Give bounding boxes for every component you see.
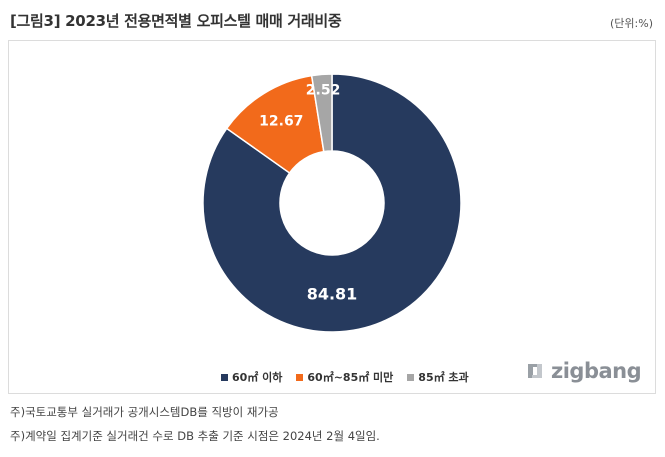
data-label-1: 84.81: [307, 285, 358, 304]
data-label-2: 12.67: [259, 113, 303, 129]
zigbang-logo: zigbang: [524, 359, 642, 383]
donut-chart: 84.81 12.672.52: [202, 73, 462, 333]
zigbang-logo-icon: [528, 364, 542, 378]
data-label-3: 2.52: [306, 82, 341, 98]
zigbang-logo-text: zigbang: [551, 359, 642, 383]
legend-swatch-2: [296, 373, 304, 381]
donut-slice-1: [202, 73, 462, 333]
legend-label-1: 60㎡ 이하: [232, 371, 283, 384]
chart-title: [그림3] 2023년 전용면적별 오피스텔 매매 거래비중: [10, 12, 342, 30]
legend-label-2: 60㎡~85㎡ 미만: [307, 371, 394, 384]
legend-swatch-1: [221, 373, 228, 381]
footnote-1: 주)국토교통부 실거래가 공개시스템DB를 직방이 재가공: [10, 405, 279, 419]
unit-label: (단위:%): [610, 17, 653, 30]
chart-frame: 84.81 12.67 2.52 60㎡ 이하 60㎡~85㎡ 미만 85㎡ 초과 …: [8, 40, 656, 394]
footnotes: 주)국토교통부 실거래가 공개시스템DB를 직방이 재가공 주)계약일 집계기준…: [10, 400, 380, 448]
legend-item-3: 85㎡ 초과: [407, 369, 469, 385]
donut-slice-3: [310, 73, 333, 153]
legend-item-1: 60㎡ 이하: [221, 369, 282, 385]
legend-label-3: 85㎡ 초과: [418, 371, 469, 384]
legend-swatch-3: [407, 373, 415, 381]
legend-item-2: 60㎡~85㎡ 미만: [296, 369, 393, 385]
legend: 60㎡ 이하 60㎡~85㎡ 미만 85㎡ 초과: [221, 369, 469, 385]
footnote-2: 주)계약일 집계기준 실거래건 수로 DB 추출 기준 시점은 2024년 2월…: [10, 429, 380, 443]
